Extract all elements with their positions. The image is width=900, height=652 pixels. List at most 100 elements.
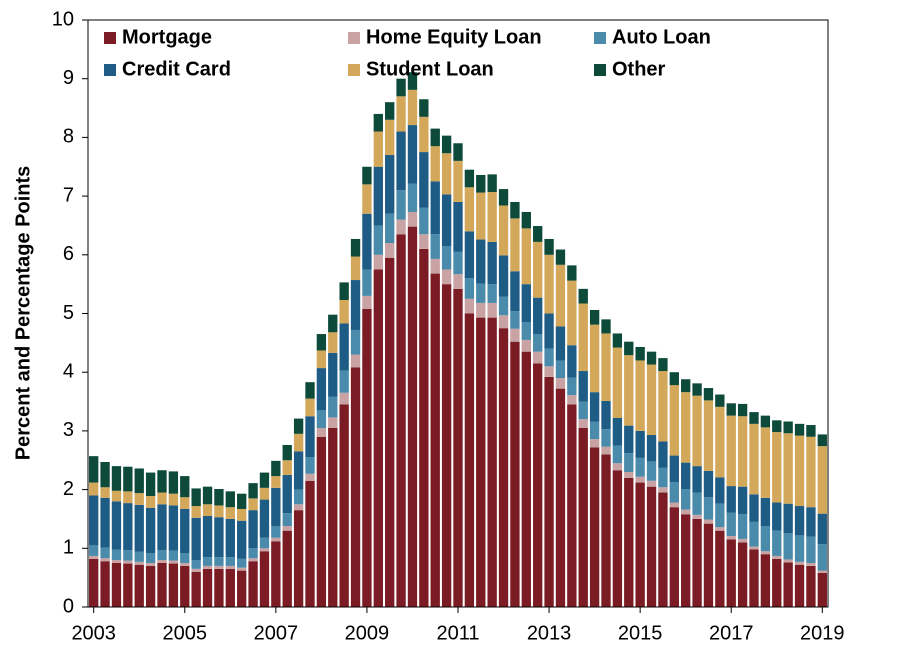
bar-segment bbox=[362, 295, 372, 309]
bar-segment bbox=[385, 102, 395, 120]
bar-segment bbox=[624, 471, 634, 478]
y-tick-label: 8 bbox=[63, 126, 74, 148]
bar-segment bbox=[749, 546, 759, 550]
bar-segment bbox=[464, 298, 475, 314]
bar-segment bbox=[293, 418, 304, 434]
bar-segment bbox=[578, 303, 588, 372]
bar-segment bbox=[407, 72, 418, 90]
bar-segment bbox=[737, 416, 748, 487]
bar-segment bbox=[191, 560, 201, 569]
bar-segment bbox=[760, 551, 771, 555]
bar-segment bbox=[202, 565, 213, 569]
bar-segment bbox=[726, 512, 736, 536]
bar-segment bbox=[305, 416, 315, 458]
bar-segment bbox=[168, 505, 179, 551]
bar-segment bbox=[316, 410, 327, 428]
bar-segment bbox=[441, 269, 452, 285]
bar-segment bbox=[578, 401, 588, 420]
bar-segment bbox=[555, 360, 566, 379]
bar-segment bbox=[293, 504, 304, 511]
bar-segment bbox=[692, 383, 702, 396]
bar-segment bbox=[737, 542, 748, 607]
bar-segment bbox=[407, 211, 418, 227]
bar-segment bbox=[282, 530, 292, 607]
bar-segment bbox=[635, 360, 645, 431]
bar-segment bbox=[601, 429, 611, 447]
bar-segment bbox=[305, 398, 315, 417]
bar-segment bbox=[703, 400, 714, 471]
bar-segment bbox=[794, 506, 805, 536]
bar-segment bbox=[282, 474, 292, 514]
bar-segment bbox=[521, 284, 531, 323]
bar-segment bbox=[419, 234, 429, 249]
bar-segment bbox=[373, 269, 383, 607]
bar-segment bbox=[726, 403, 736, 416]
bar-segment bbox=[794, 535, 805, 562]
bar-segment bbox=[305, 457, 315, 474]
bar-segment bbox=[396, 78, 406, 97]
bar-segment bbox=[555, 264, 566, 327]
bar-segment bbox=[259, 487, 270, 500]
bar-segment bbox=[100, 561, 110, 607]
bar-segment bbox=[259, 472, 270, 488]
bar-segment bbox=[487, 191, 497, 242]
bar-segment bbox=[589, 392, 600, 422]
bar-segment bbox=[259, 499, 270, 538]
bar-segment bbox=[202, 486, 213, 505]
bar-segment bbox=[760, 554, 771, 607]
bar-segment bbox=[817, 513, 827, 545]
bar-segment bbox=[441, 153, 452, 195]
bar-segment bbox=[362, 166, 372, 185]
bar-segment bbox=[89, 482, 99, 496]
bar-segment bbox=[487, 302, 497, 318]
bar-segment bbox=[248, 558, 258, 562]
bar-segment bbox=[669, 507, 679, 607]
bar-segment bbox=[328, 427, 338, 607]
bar-segment bbox=[293, 489, 304, 505]
bar-segment bbox=[658, 441, 668, 468]
bar-segment bbox=[612, 445, 623, 464]
x-tick-label: 2011 bbox=[436, 622, 479, 644]
bar-segment bbox=[430, 181, 440, 235]
bar-segment bbox=[555, 388, 566, 607]
bar-segment bbox=[578, 371, 588, 402]
bar-segment bbox=[248, 498, 258, 511]
y-tick-label: 2 bbox=[63, 478, 74, 500]
bar-segment bbox=[715, 406, 725, 478]
bar-segment bbox=[180, 552, 190, 563]
bar-segment bbox=[646, 480, 657, 487]
bar-segment bbox=[498, 328, 509, 607]
bar-segment bbox=[202, 516, 213, 558]
x-tick-label: 2005 bbox=[163, 622, 208, 644]
bar-segment bbox=[544, 376, 554, 607]
bar-segment bbox=[601, 400, 611, 430]
bar-segment bbox=[316, 436, 327, 607]
bar-segment bbox=[760, 415, 771, 428]
bar-segment bbox=[760, 497, 771, 526]
bar-segment bbox=[510, 311, 520, 329]
bar-segment bbox=[464, 169, 475, 188]
bar-segment bbox=[168, 563, 179, 607]
bar-segment bbox=[214, 568, 224, 607]
bar-segment bbox=[624, 453, 634, 472]
bar-segment bbox=[123, 491, 133, 504]
bar-segment bbox=[123, 503, 133, 551]
bar-segment bbox=[772, 420, 782, 433]
bar-segment bbox=[749, 494, 759, 522]
y-tick-label: 1 bbox=[63, 537, 74, 559]
bar-segment bbox=[145, 472, 156, 497]
bar-segment bbox=[168, 493, 179, 506]
bar-segment bbox=[202, 557, 213, 566]
bar-segment bbox=[635, 346, 645, 361]
bar-segment bbox=[726, 535, 736, 540]
bar-segment bbox=[703, 523, 714, 607]
bar-segment bbox=[123, 550, 133, 561]
bar-segment bbox=[567, 265, 577, 281]
bar-segment bbox=[237, 520, 247, 559]
y-tick-label: 9 bbox=[63, 67, 74, 89]
bar-segment bbox=[157, 470, 167, 493]
bar-segment bbox=[259, 537, 270, 549]
bar-segment bbox=[806, 507, 816, 537]
bar-segment bbox=[134, 551, 144, 562]
bar-segment bbox=[362, 184, 372, 214]
